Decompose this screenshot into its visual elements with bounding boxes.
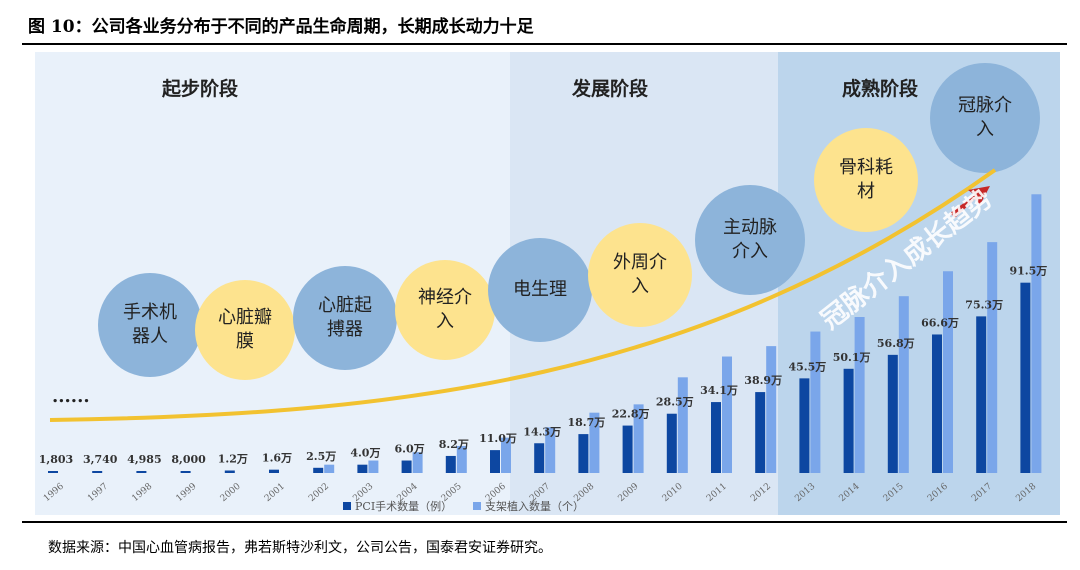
- pci-data-label: 4,985: [127, 453, 161, 466]
- business-circle: [98, 273, 202, 377]
- pci-bar: [622, 425, 633, 473]
- pci-data-label: 45.5万: [789, 360, 827, 373]
- business-label-heart-valve: 心脏瓣膜: [218, 307, 272, 352]
- business-circle: [293, 266, 397, 370]
- pci-data-label: 14.3万: [523, 425, 561, 438]
- stent-bar: [545, 427, 556, 473]
- business-label-peripheral-intervention: 外周介入: [613, 252, 667, 297]
- pci-bar: [1020, 282, 1031, 473]
- pci-bar: [932, 334, 942, 473]
- pci-data-label: 6.0万: [395, 443, 425, 456]
- pci-data-label: 3,740: [83, 453, 118, 466]
- legend-swatch-stent: [473, 502, 481, 510]
- figure-title: 图 10：公司各业务分布于不同的产品生命周期，长期成长动力十足: [28, 17, 534, 37]
- pci-data-label: 50.1万: [833, 351, 871, 364]
- stent-bar: [1031, 194, 1042, 473]
- stent-bar: [677, 377, 688, 473]
- business-circle: [588, 223, 692, 327]
- stent-bar: [633, 404, 644, 473]
- legend-swatch-pci: [343, 502, 351, 510]
- pci-bar: [976, 316, 987, 473]
- source-note: 数据来源：中国心血管病报告，弗若斯特沙利文，公司公告，国泰君安证券研究。: [48, 540, 552, 556]
- pci-bar: [534, 443, 545, 473]
- stent-bar: [854, 317, 865, 473]
- business-label-aortic-intervention: 主动脉介入: [723, 217, 777, 262]
- stage-label: 起步阶段: [161, 77, 239, 100]
- business-label-pacemaker: 心脏起搏器: [318, 295, 372, 340]
- pci-bar: [799, 378, 810, 473]
- legend-label-pci: PCI手术数量（例）: [355, 499, 452, 513]
- ellipsis: ......: [52, 386, 90, 407]
- pci-bar: [490, 450, 500, 473]
- bottom-rule: [22, 521, 1067, 523]
- business-label-orthopedic-consumables: 骨科耗材: [839, 157, 893, 202]
- pci-bar: [578, 434, 589, 473]
- growth-curve: [49, 168, 997, 422]
- pci-data-label: 1.6万: [262, 452, 292, 465]
- pci-bar: [92, 471, 103, 473]
- stage-label: 成熟阶段: [842, 77, 919, 100]
- stent-bar: [589, 412, 600, 473]
- pci-data-label: 22.8万: [612, 408, 650, 421]
- pci-data-label: 1.2万: [218, 453, 248, 466]
- pci-bar: [711, 402, 721, 473]
- stent-bar: [898, 296, 909, 473]
- stent-bar: [324, 464, 335, 473]
- pci-data-label: 66.6万: [921, 316, 959, 329]
- business-circle: [395, 260, 495, 360]
- stage-label: 发展阶段: [571, 77, 649, 100]
- pci-data-label: 18.7万: [568, 416, 606, 429]
- stent-bar: [766, 346, 777, 473]
- pci-data-label: 8,000: [171, 453, 206, 466]
- pci-bar: [224, 470, 235, 473]
- pci-bar: [136, 471, 147, 473]
- business-label-coronary-intervention: 冠脉介入: [958, 95, 1012, 140]
- business-label-neuro-intervention: 神经介入: [418, 287, 472, 332]
- pci-bar: [180, 471, 191, 473]
- pci-bar: [48, 471, 58, 473]
- pci-data-label: 56.8万: [877, 337, 915, 350]
- business-circle: [814, 128, 918, 232]
- pci-data-label: 75.3万: [965, 298, 1003, 311]
- trend-arrow-icon: [950, 186, 990, 218]
- stent-bar: [368, 460, 379, 473]
- pci-bar: [269, 469, 279, 473]
- pci-bar: [445, 455, 456, 473]
- pci-data-label: 2.5万: [306, 450, 336, 463]
- business-circle: [930, 63, 1040, 173]
- stent-bar: [456, 445, 467, 473]
- pci-data-label: 34.1万: [700, 384, 738, 397]
- pci-bar: [755, 392, 766, 473]
- stent-bar: [987, 242, 998, 473]
- legend-label-stent: 支架植入数量（个）: [485, 499, 584, 513]
- pci-bar: [887, 354, 898, 473]
- pci-data-label: 8.2万: [439, 438, 469, 451]
- pci-data-label: 91.5万: [1010, 265, 1048, 278]
- stent-bar: [810, 331, 821, 473]
- pci-bar: [843, 368, 854, 473]
- pci-bar: [313, 467, 324, 473]
- pci-data-label: 11.0万: [479, 432, 517, 445]
- pci-data-label: 4.0万: [350, 447, 380, 460]
- pci-data-label: 38.9万: [744, 374, 782, 387]
- top-rule: [22, 43, 1067, 45]
- pci-bar: [666, 413, 677, 473]
- stent-bar: [943, 271, 953, 473]
- business-circle: [695, 185, 805, 295]
- business-circle: [195, 280, 295, 380]
- pci-bar: [401, 460, 412, 473]
- stent-bar: [501, 437, 511, 473]
- pci-bar: [357, 464, 368, 473]
- business-label-electrophysiology: 电生理: [513, 279, 567, 300]
- stent-bar: [722, 356, 732, 473]
- business-circle: [488, 238, 592, 342]
- pci-data-label: 1,803: [39, 453, 73, 466]
- business-label-surgical-robot: 手术机器人: [123, 302, 177, 347]
- pci-data-label: 28.5万: [656, 396, 694, 409]
- stent-bar: [412, 452, 423, 473]
